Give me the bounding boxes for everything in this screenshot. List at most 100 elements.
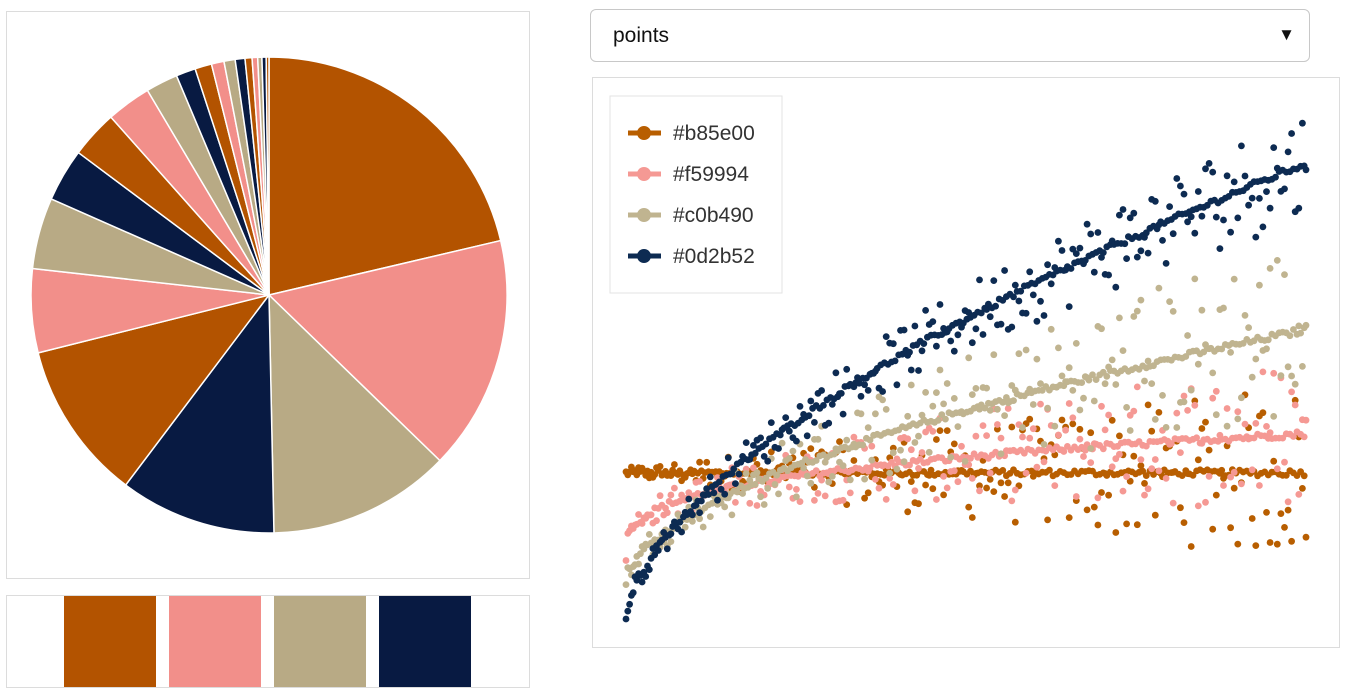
scatter-point xyxy=(1216,245,1224,253)
scatter-point xyxy=(805,412,813,420)
scatter-point xyxy=(900,326,908,334)
scatter-point xyxy=(1116,314,1123,322)
scatter-point xyxy=(1245,201,1252,209)
legend: #b85e00 #f59994 #c0b490 #0d2b52 xyxy=(609,95,783,294)
scatter-point xyxy=(1281,524,1288,531)
scatter-point xyxy=(1123,255,1130,262)
scatter-point xyxy=(922,389,929,396)
scatter-point xyxy=(1223,172,1231,180)
legend-label-1: #b85e00 xyxy=(673,122,755,145)
scatter-point xyxy=(1273,257,1281,264)
scatter-point xyxy=(976,276,983,284)
scatter-point xyxy=(907,478,915,485)
scatter-point xyxy=(1180,392,1188,400)
scatter-point xyxy=(1180,519,1188,526)
scatter-point xyxy=(1299,119,1306,127)
scatter-point xyxy=(635,560,642,568)
scatter-point xyxy=(1069,387,1077,394)
scatter-point xyxy=(647,511,655,519)
scatter-point xyxy=(864,424,872,431)
scatter-point xyxy=(1033,463,1041,471)
scatter-point xyxy=(773,471,781,479)
scatter-point xyxy=(954,478,962,486)
scatter-point xyxy=(882,406,890,413)
scatter-point xyxy=(1151,456,1159,463)
scatter-point xyxy=(911,487,919,495)
scatter-point xyxy=(1069,414,1077,422)
legend-label-3: #c0b490 xyxy=(673,204,754,227)
scatter-point xyxy=(922,307,929,314)
scatter-point xyxy=(622,581,630,588)
scatter-point xyxy=(778,439,786,447)
scatter-point xyxy=(633,576,641,584)
scatter-point xyxy=(637,550,644,558)
scatter-point xyxy=(1295,491,1303,498)
scatter-point xyxy=(1191,229,1199,237)
scatter-point xyxy=(981,404,989,412)
chart-mode-dropdown[interactable]: points ▼ xyxy=(590,9,1310,62)
scatter-point xyxy=(997,479,1005,487)
scatter-point xyxy=(1184,407,1191,414)
scatter-point xyxy=(879,388,886,395)
scatter-point xyxy=(807,445,815,452)
scatter-point xyxy=(1130,407,1138,415)
scatter-point xyxy=(1123,473,1130,480)
scatter-point xyxy=(638,520,646,527)
scatter-point xyxy=(642,573,650,580)
scatter-point xyxy=(667,472,675,479)
scatter-point xyxy=(1227,524,1234,532)
scatter-point xyxy=(990,351,998,359)
scatter-point xyxy=(1194,502,1202,510)
scatter-point xyxy=(936,301,944,308)
scatter-point xyxy=(889,481,897,488)
scatter-point xyxy=(782,414,790,421)
scatter-point xyxy=(897,446,904,454)
pie-slice-21 xyxy=(265,56,270,296)
scatter-point xyxy=(757,493,764,501)
scatter-point xyxy=(1184,218,1191,226)
pie-slice-2 xyxy=(268,239,508,462)
scatter-point xyxy=(1092,376,1100,383)
scatter-point xyxy=(1017,287,1025,295)
scatter-point xyxy=(836,438,843,445)
scatter-point xyxy=(785,483,793,491)
scatter-point xyxy=(950,467,958,475)
scatter-point xyxy=(1162,424,1170,431)
scatter-point xyxy=(961,458,969,465)
scatter-point xyxy=(1151,511,1159,519)
scatter-point xyxy=(1141,480,1148,487)
scatter-point xyxy=(622,557,630,564)
scatter-point xyxy=(1008,323,1016,331)
scatter-point xyxy=(1001,493,1008,500)
scatter-point xyxy=(1011,281,1019,289)
scatter-point xyxy=(999,467,1007,474)
scatter-point xyxy=(958,442,965,450)
scatter-point xyxy=(933,389,940,396)
scatter-point xyxy=(753,502,761,509)
scatter-point xyxy=(1051,422,1059,430)
scatter-point xyxy=(843,365,851,373)
scatter-point xyxy=(1076,406,1084,414)
scatter-point xyxy=(803,472,811,480)
scatter-point xyxy=(767,419,775,426)
scatter-point xyxy=(1058,416,1066,424)
scatter-point xyxy=(1015,297,1023,305)
scatter-point xyxy=(671,484,678,492)
scatter-point xyxy=(947,337,955,345)
scatter-point xyxy=(1094,521,1102,529)
scatter-point xyxy=(979,331,987,338)
scatter-point xyxy=(1194,456,1202,464)
scatter-point xyxy=(1148,380,1156,387)
scatter-series-2 xyxy=(622,368,1310,564)
scatter-point xyxy=(750,442,757,449)
scatter-point xyxy=(1072,250,1080,257)
scatter-point xyxy=(1187,543,1195,550)
scatter-point xyxy=(814,435,822,443)
scatter-point xyxy=(667,530,675,538)
scatter-point xyxy=(1284,498,1292,506)
scatter-point xyxy=(977,309,985,317)
scatter-point xyxy=(904,508,912,516)
pie-slice-5 xyxy=(37,294,270,486)
scatter-point xyxy=(1130,209,1138,217)
scatter-point xyxy=(1173,175,1181,182)
